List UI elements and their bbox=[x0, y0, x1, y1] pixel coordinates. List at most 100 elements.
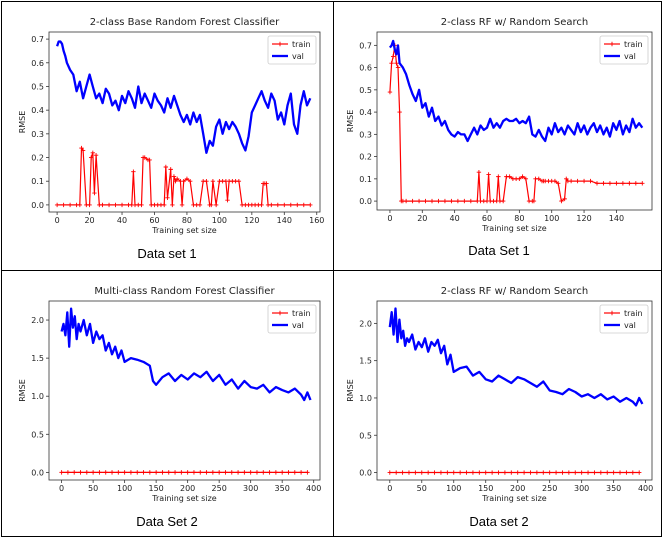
data-point-train bbox=[528, 470, 533, 475]
x-tick-label: 60 bbox=[149, 216, 159, 225]
y-tick-label: 2.0 bbox=[31, 316, 44, 325]
data-point-train bbox=[588, 178, 593, 184]
x-tick-label: 300 bbox=[243, 484, 258, 493]
y-tick-label: 0.1 bbox=[31, 177, 44, 186]
data-point-train bbox=[468, 198, 474, 204]
y-tick-label: 0.6 bbox=[359, 64, 372, 73]
data-point-train bbox=[163, 164, 169, 170]
x-tick-label: 120 bbox=[244, 216, 259, 225]
x-tick-label: 20 bbox=[417, 214, 427, 223]
data-point-train bbox=[141, 470, 146, 475]
y-tick-label: 0.0 bbox=[359, 197, 372, 206]
data-point-train bbox=[80, 148, 86, 153]
data-point-train bbox=[403, 198, 409, 204]
data-point-train bbox=[170, 202, 175, 208]
x-tick-label: 100 bbox=[544, 214, 559, 223]
x-tick-label: 50 bbox=[88, 484, 98, 493]
data-point-train bbox=[496, 470, 501, 475]
data-point-train bbox=[139, 202, 144, 208]
x-axis-label: Training set size bbox=[481, 224, 546, 233]
data-point-train bbox=[564, 176, 569, 182]
data-point-train bbox=[59, 470, 64, 475]
data-point-train bbox=[67, 202, 73, 208]
chart-cell-4: 2-class RF w/ Random Search 0 50 100 150 200 2… bbox=[334, 271, 664, 538]
grid-divider-vertical bbox=[333, 2, 334, 536]
data-point-train bbox=[273, 470, 279, 475]
data-point-train bbox=[585, 470, 591, 475]
data-point-train bbox=[630, 470, 636, 475]
plot-frame bbox=[48, 300, 321, 481]
data-point-train bbox=[541, 470, 546, 475]
legend-label-val: val bbox=[292, 321, 304, 330]
x-tick-label: 140 bbox=[277, 216, 292, 225]
data-point-train bbox=[442, 198, 448, 204]
data-point-train bbox=[79, 145, 84, 151]
chart-title: 2-class RF w/ Random Search bbox=[441, 286, 589, 297]
data-point-train bbox=[425, 470, 431, 475]
data-point-train bbox=[451, 470, 456, 475]
data-point-train bbox=[92, 190, 97, 196]
data-point-train bbox=[298, 470, 304, 475]
x-tick-label: 150 bbox=[148, 484, 163, 493]
data-point-train bbox=[429, 198, 435, 204]
data-point-train bbox=[520, 174, 525, 179]
data-point-train bbox=[292, 470, 297, 475]
data-point-train bbox=[573, 470, 578, 475]
data-point-train bbox=[445, 470, 450, 475]
data-point-train bbox=[423, 198, 428, 204]
data-point-train bbox=[393, 470, 399, 475]
y-tick-label: 0.0 bbox=[31, 468, 44, 477]
data-point-train bbox=[455, 198, 461, 204]
y-axis-label: RMSE bbox=[346, 110, 355, 133]
data-point-train bbox=[286, 470, 291, 475]
legend-marker-train bbox=[609, 41, 615, 47]
data-point-train bbox=[259, 202, 264, 208]
legend-label-train: train bbox=[292, 309, 311, 318]
data-point-train bbox=[416, 198, 422, 204]
data-point-train bbox=[476, 169, 482, 175]
data-point-train bbox=[410, 198, 415, 204]
y-tick-label: 0.2 bbox=[31, 154, 44, 163]
data-point-train bbox=[84, 470, 90, 475]
data-point-train bbox=[531, 198, 537, 204]
data-point-train bbox=[436, 198, 441, 204]
data-point-train bbox=[579, 470, 584, 475]
data-point-train bbox=[119, 202, 125, 208]
y-tick-label: 1.5 bbox=[359, 357, 372, 366]
y-tick-label: 0.4 bbox=[31, 106, 44, 115]
data-point-train bbox=[305, 470, 310, 475]
data-point-train bbox=[109, 470, 115, 475]
data-point-train bbox=[269, 202, 274, 208]
data-point-train bbox=[103, 470, 108, 475]
data-point-train bbox=[179, 470, 184, 475]
y-tick-label: 0.5 bbox=[359, 86, 372, 95]
x-tick-label: 350 bbox=[275, 484, 290, 493]
data-point-train bbox=[559, 198, 564, 204]
data-point-train bbox=[605, 470, 610, 475]
x-tick-label: 100 bbox=[446, 484, 461, 493]
chart-3-caption: Data Set 2 bbox=[136, 514, 198, 529]
data-point-train bbox=[77, 202, 83, 208]
data-point-train bbox=[627, 181, 632, 186]
legend-label-val: val bbox=[624, 321, 636, 330]
data-point-train bbox=[279, 470, 285, 475]
data-point-train bbox=[477, 470, 482, 475]
data-point-train bbox=[489, 470, 495, 475]
data-point-train bbox=[483, 470, 488, 475]
data-point-train bbox=[168, 167, 173, 172]
chart-4-caption: Data set 2 bbox=[469, 514, 529, 529]
x-tick-label: 0 bbox=[387, 484, 392, 493]
data-point-train bbox=[614, 181, 619, 186]
x-tick-label: 300 bbox=[574, 484, 589, 493]
data-point-train bbox=[566, 470, 572, 475]
x-tick-label: 100 bbox=[212, 216, 227, 225]
data-point-train bbox=[624, 470, 629, 475]
x-tick-label: 120 bbox=[576, 214, 591, 223]
data-point-train bbox=[601, 181, 606, 186]
x-axis-label: Training set size bbox=[481, 494, 546, 503]
data-point-train bbox=[128, 470, 134, 475]
data-point-train bbox=[457, 470, 463, 475]
data-point-train bbox=[174, 176, 180, 182]
data-point-train bbox=[209, 202, 214, 208]
